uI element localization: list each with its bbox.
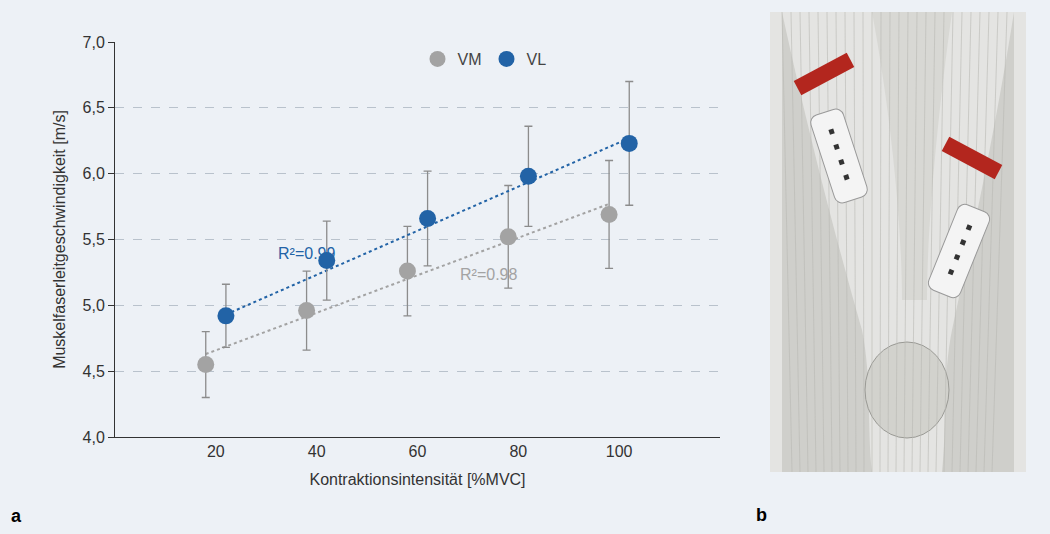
svg-text:4,0: 4,0 bbox=[83, 429, 105, 446]
svg-text:7,0: 7,0 bbox=[83, 34, 105, 51]
svg-text:VL: VL bbox=[527, 51, 547, 68]
svg-text:20: 20 bbox=[207, 443, 225, 460]
svg-text:100: 100 bbox=[606, 443, 633, 460]
svg-text:Muskelfaserleitgeschwindigkeit: Muskelfaserleitgeschwindigkeit [m/s] bbox=[51, 110, 68, 369]
svg-text:R²=0.98: R²=0.98 bbox=[460, 266, 517, 283]
svg-text:b: b bbox=[756, 505, 767, 525]
svg-text:80: 80 bbox=[509, 443, 527, 460]
svg-text:4,5: 4,5 bbox=[83, 363, 105, 380]
svg-text:60: 60 bbox=[409, 443, 427, 460]
svg-text:40: 40 bbox=[308, 443, 326, 460]
svg-text:VM: VM bbox=[458, 51, 482, 68]
svg-text:a: a bbox=[11, 506, 22, 526]
svg-text:Kontraktionsintensität [%MVC]: Kontraktionsintensität [%MVC] bbox=[309, 471, 525, 488]
svg-text:5,5: 5,5 bbox=[83, 231, 105, 248]
svg-text:5,0: 5,0 bbox=[83, 297, 105, 314]
svg-text:6,5: 6,5 bbox=[83, 99, 105, 116]
svg-text:6,0: 6,0 bbox=[83, 165, 105, 182]
svg-text:R²=0.99: R²=0.99 bbox=[278, 245, 335, 262]
